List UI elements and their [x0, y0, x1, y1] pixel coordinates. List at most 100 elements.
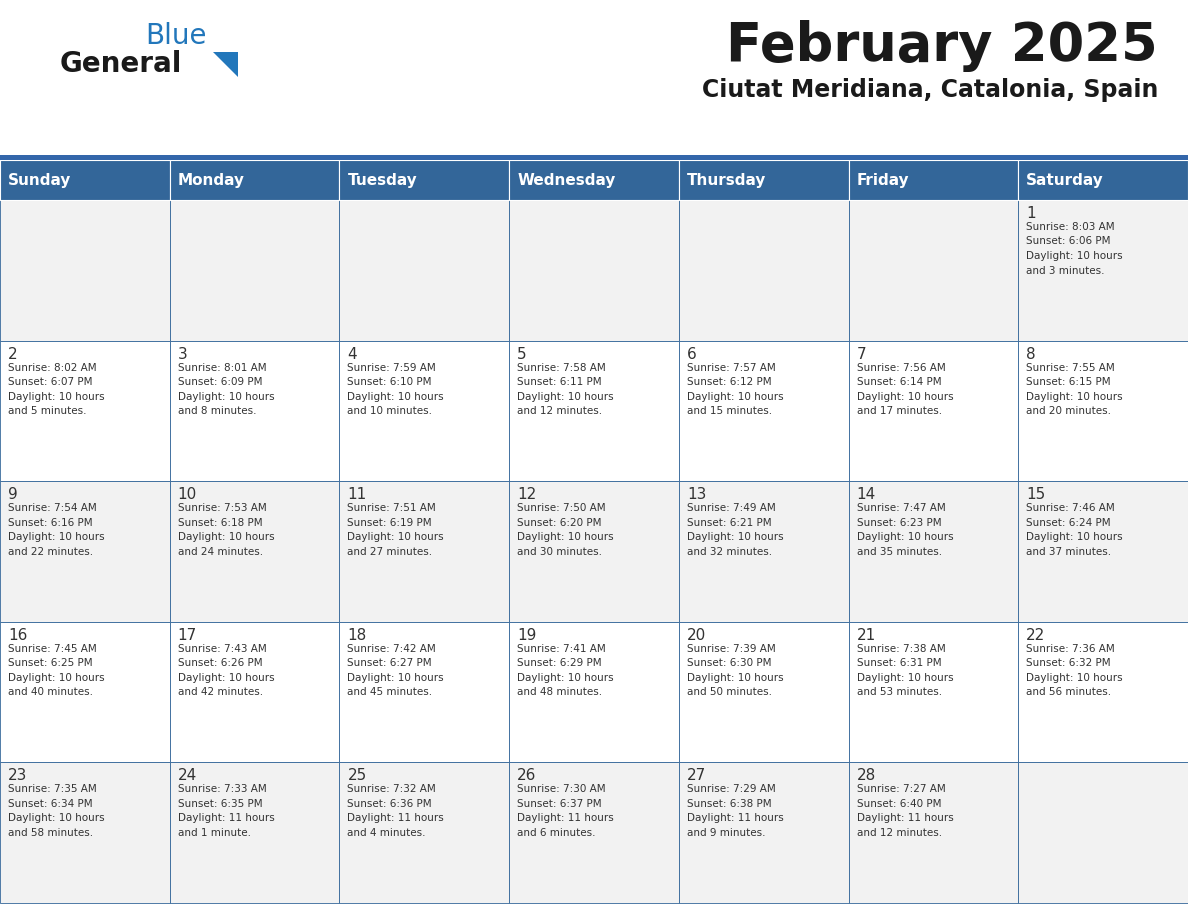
Bar [848, 341, 1018, 481]
Text: 6: 6 [687, 347, 696, 362]
Text: 21: 21 [857, 628, 876, 643]
Bar [678, 341, 848, 481]
Text: 3: 3 [178, 347, 188, 362]
Text: Sunrise: 8:01 AM: Sunrise: 8:01 AM [178, 363, 266, 373]
Text: Thursday: Thursday [687, 173, 766, 187]
Bar [848, 621, 1018, 763]
Bar [0, 763, 170, 903]
Text: Sunset: 6:16 PM: Sunset: 6:16 PM [8, 518, 93, 528]
Text: and 27 minutes.: and 27 minutes. [347, 547, 432, 556]
Text: Sunset: 6:27 PM: Sunset: 6:27 PM [347, 658, 432, 668]
Bar [340, 481, 510, 621]
Text: Sunset: 6:21 PM: Sunset: 6:21 PM [687, 518, 771, 528]
Text: Sunrise: 8:02 AM: Sunrise: 8:02 AM [8, 363, 96, 373]
Text: Sunset: 6:15 PM: Sunset: 6:15 PM [1026, 377, 1111, 387]
Bar [340, 341, 510, 481]
Text: and 56 minutes.: and 56 minutes. [1026, 688, 1112, 698]
Bar [678, 763, 848, 903]
Text: Daylight: 10 hours: Daylight: 10 hours [1026, 251, 1123, 261]
Text: Sunrise: 7:46 AM: Sunrise: 7:46 AM [1026, 503, 1116, 513]
Bar [848, 200, 1018, 341]
Text: 14: 14 [857, 487, 876, 502]
Text: Sunrise: 7:55 AM: Sunrise: 7:55 AM [1026, 363, 1116, 373]
Text: 24: 24 [178, 768, 197, 783]
Bar [340, 621, 510, 763]
Text: 13: 13 [687, 487, 706, 502]
Text: 15: 15 [1026, 487, 1045, 502]
Bar [678, 160, 848, 200]
Text: Sunrise: 7:36 AM: Sunrise: 7:36 AM [1026, 644, 1116, 654]
Bar [0, 481, 170, 621]
Text: Blue: Blue [145, 22, 207, 50]
Bar [340, 200, 510, 341]
Bar [170, 341, 340, 481]
Bar [170, 200, 340, 341]
Text: Daylight: 10 hours: Daylight: 10 hours [347, 392, 444, 401]
Text: Sunset: 6:29 PM: Sunset: 6:29 PM [517, 658, 602, 668]
Text: and 12 minutes.: and 12 minutes. [517, 406, 602, 416]
Text: 5: 5 [517, 347, 526, 362]
Text: Daylight: 10 hours: Daylight: 10 hours [347, 673, 444, 683]
Text: Daylight: 11 hours: Daylight: 11 hours [517, 813, 614, 823]
Bar [678, 200, 848, 341]
Text: Tuesday: Tuesday [347, 173, 417, 187]
Text: Sunrise: 7:30 AM: Sunrise: 7:30 AM [517, 784, 606, 794]
Text: Sunset: 6:30 PM: Sunset: 6:30 PM [687, 658, 771, 668]
Bar [678, 621, 848, 763]
Bar [340, 160, 510, 200]
Text: and 32 minutes.: and 32 minutes. [687, 547, 772, 556]
Text: and 9 minutes.: and 9 minutes. [687, 828, 765, 838]
Text: Saturday: Saturday [1026, 173, 1104, 187]
Bar [510, 341, 678, 481]
Text: Sunset: 6:38 PM: Sunset: 6:38 PM [687, 799, 771, 809]
Text: Daylight: 10 hours: Daylight: 10 hours [8, 673, 105, 683]
Text: Sunset: 6:18 PM: Sunset: 6:18 PM [178, 518, 263, 528]
Text: Monday: Monday [178, 173, 245, 187]
Text: 28: 28 [857, 768, 876, 783]
Bar [0, 155, 1188, 160]
Text: Sunset: 6:23 PM: Sunset: 6:23 PM [857, 518, 941, 528]
Text: February 2025: February 2025 [726, 20, 1158, 72]
Text: 27: 27 [687, 768, 706, 783]
Text: and 4 minutes.: and 4 minutes. [347, 828, 426, 838]
Text: Daylight: 11 hours: Daylight: 11 hours [857, 813, 953, 823]
Text: Sunrise: 7:29 AM: Sunrise: 7:29 AM [687, 784, 776, 794]
Bar [510, 763, 678, 903]
Text: Daylight: 10 hours: Daylight: 10 hours [347, 532, 444, 543]
Bar [848, 763, 1018, 903]
Text: Sunrise: 7:45 AM: Sunrise: 7:45 AM [8, 644, 96, 654]
Text: Sunrise: 7:54 AM: Sunrise: 7:54 AM [8, 503, 96, 513]
Text: Sunrise: 7:49 AM: Sunrise: 7:49 AM [687, 503, 776, 513]
Text: Sunset: 6:26 PM: Sunset: 6:26 PM [178, 658, 263, 668]
Text: Sunrise: 7:59 AM: Sunrise: 7:59 AM [347, 363, 436, 373]
Text: Sunrise: 7:58 AM: Sunrise: 7:58 AM [517, 363, 606, 373]
Text: Sunset: 6:06 PM: Sunset: 6:06 PM [1026, 237, 1111, 247]
Text: Sunrise: 7:56 AM: Sunrise: 7:56 AM [857, 363, 946, 373]
Text: Sunrise: 7:41 AM: Sunrise: 7:41 AM [517, 644, 606, 654]
Bar [510, 621, 678, 763]
Text: Sunrise: 7:43 AM: Sunrise: 7:43 AM [178, 644, 266, 654]
Text: 7: 7 [857, 347, 866, 362]
Text: Sunset: 6:25 PM: Sunset: 6:25 PM [8, 658, 93, 668]
Text: Daylight: 10 hours: Daylight: 10 hours [178, 673, 274, 683]
Text: Sunrise: 7:53 AM: Sunrise: 7:53 AM [178, 503, 266, 513]
Text: Sunrise: 7:38 AM: Sunrise: 7:38 AM [857, 644, 946, 654]
Text: and 15 minutes.: and 15 minutes. [687, 406, 772, 416]
Text: and 30 minutes.: and 30 minutes. [517, 547, 602, 556]
Bar [510, 160, 678, 200]
Text: and 10 minutes.: and 10 minutes. [347, 406, 432, 416]
Text: Sunset: 6:19 PM: Sunset: 6:19 PM [347, 518, 432, 528]
Text: Sunset: 6:20 PM: Sunset: 6:20 PM [517, 518, 601, 528]
Text: Sunset: 6:31 PM: Sunset: 6:31 PM [857, 658, 941, 668]
Text: and 8 minutes.: and 8 minutes. [178, 406, 257, 416]
Text: Sunset: 6:24 PM: Sunset: 6:24 PM [1026, 518, 1111, 528]
Text: Daylight: 10 hours: Daylight: 10 hours [857, 392, 953, 401]
Text: 19: 19 [517, 628, 537, 643]
Text: 23: 23 [8, 768, 27, 783]
Text: Daylight: 11 hours: Daylight: 11 hours [178, 813, 274, 823]
Bar [1018, 160, 1188, 200]
Bar [1018, 763, 1188, 903]
Text: Sunrise: 7:39 AM: Sunrise: 7:39 AM [687, 644, 776, 654]
Text: and 58 minutes.: and 58 minutes. [8, 828, 93, 838]
Bar [170, 481, 340, 621]
